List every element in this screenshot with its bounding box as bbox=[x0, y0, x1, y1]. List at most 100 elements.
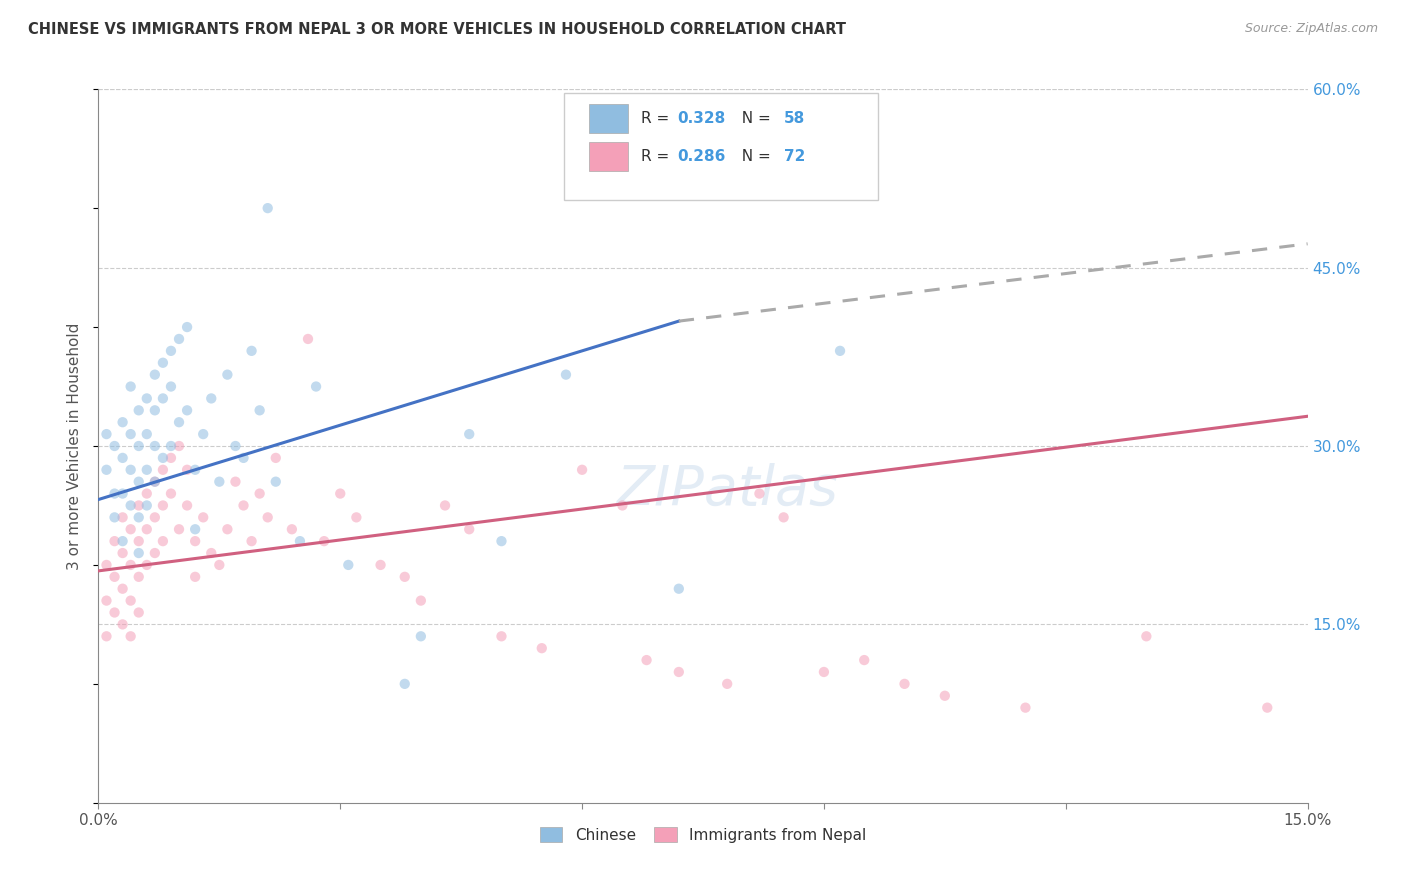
Point bbox=[128, 546, 150, 560]
Point bbox=[143, 368, 166, 382]
Point bbox=[152, 392, 174, 406]
Text: 0.328: 0.328 bbox=[678, 111, 725, 126]
Point bbox=[120, 593, 142, 607]
Point bbox=[152, 499, 174, 513]
Point bbox=[491, 629, 513, 643]
Point bbox=[409, 593, 432, 607]
Point bbox=[152, 534, 174, 549]
Point bbox=[120, 463, 142, 477]
Point bbox=[135, 486, 157, 500]
Point bbox=[103, 570, 125, 584]
Point bbox=[160, 343, 183, 358]
Point bbox=[167, 415, 190, 429]
Point bbox=[111, 534, 134, 549]
Point bbox=[111, 486, 134, 500]
Point bbox=[249, 486, 271, 500]
Point bbox=[167, 522, 190, 536]
Point bbox=[128, 606, 150, 620]
Point bbox=[240, 343, 263, 358]
Point bbox=[135, 392, 157, 406]
Point bbox=[668, 665, 690, 679]
Point bbox=[160, 439, 183, 453]
Point bbox=[224, 439, 246, 453]
Point bbox=[612, 499, 634, 513]
Point bbox=[184, 570, 207, 584]
Point bbox=[103, 510, 125, 524]
Point bbox=[128, 570, 150, 584]
Point bbox=[555, 368, 578, 382]
Point bbox=[96, 629, 118, 643]
Point bbox=[668, 582, 690, 596]
Text: ZIPatlas: ZIPatlas bbox=[616, 462, 838, 516]
Point bbox=[176, 320, 198, 334]
Text: CHINESE VS IMMIGRANTS FROM NEPAL 3 OR MORE VEHICLES IN HOUSEHOLD CORRELATION CHA: CHINESE VS IMMIGRANTS FROM NEPAL 3 OR MO… bbox=[28, 22, 846, 37]
Point bbox=[264, 450, 287, 465]
Point bbox=[337, 558, 360, 572]
Text: 0.286: 0.286 bbox=[678, 149, 725, 164]
Point bbox=[636, 653, 658, 667]
Point bbox=[111, 510, 134, 524]
Point bbox=[120, 558, 142, 572]
Point bbox=[893, 677, 915, 691]
Point bbox=[103, 534, 125, 549]
Point bbox=[103, 606, 125, 620]
Point bbox=[458, 427, 481, 442]
Point bbox=[256, 201, 278, 215]
Point bbox=[143, 439, 166, 453]
Point bbox=[329, 486, 352, 500]
Point bbox=[716, 677, 738, 691]
FancyBboxPatch shape bbox=[564, 93, 879, 200]
Point bbox=[152, 356, 174, 370]
Point bbox=[103, 486, 125, 500]
Point bbox=[135, 427, 157, 442]
Point bbox=[772, 510, 794, 524]
Point bbox=[232, 450, 254, 465]
Point bbox=[96, 427, 118, 442]
Point bbox=[200, 392, 222, 406]
Point bbox=[160, 486, 183, 500]
Point bbox=[103, 439, 125, 453]
Text: R =: R = bbox=[641, 149, 675, 164]
Point bbox=[96, 558, 118, 572]
Point bbox=[281, 522, 304, 536]
Point bbox=[143, 475, 166, 489]
Point bbox=[434, 499, 457, 513]
Point bbox=[1014, 700, 1036, 714]
Point bbox=[232, 499, 254, 513]
Point bbox=[152, 450, 174, 465]
Point bbox=[217, 368, 239, 382]
Point bbox=[128, 510, 150, 524]
Point bbox=[571, 463, 593, 477]
Point bbox=[491, 534, 513, 549]
Point bbox=[256, 510, 278, 524]
Text: 58: 58 bbox=[785, 111, 806, 126]
Point bbox=[176, 463, 198, 477]
Point bbox=[264, 475, 287, 489]
Point bbox=[934, 689, 956, 703]
Point bbox=[305, 379, 328, 393]
Point bbox=[813, 665, 835, 679]
Point bbox=[111, 450, 134, 465]
Point bbox=[200, 546, 222, 560]
Point bbox=[530, 641, 553, 656]
Point bbox=[135, 463, 157, 477]
Point bbox=[143, 475, 166, 489]
Point bbox=[748, 106, 770, 120]
Point bbox=[184, 522, 207, 536]
Point bbox=[111, 546, 134, 560]
Point bbox=[167, 332, 190, 346]
Point bbox=[409, 629, 432, 643]
Point bbox=[314, 534, 336, 549]
Point bbox=[111, 617, 134, 632]
Point bbox=[193, 427, 215, 442]
Point bbox=[135, 522, 157, 536]
Point bbox=[1256, 700, 1278, 714]
Point bbox=[394, 677, 416, 691]
Point bbox=[828, 343, 851, 358]
Point bbox=[128, 534, 150, 549]
Point bbox=[184, 463, 207, 477]
Point bbox=[111, 415, 134, 429]
Point bbox=[143, 403, 166, 417]
Point bbox=[344, 510, 367, 524]
FancyBboxPatch shape bbox=[589, 104, 628, 133]
